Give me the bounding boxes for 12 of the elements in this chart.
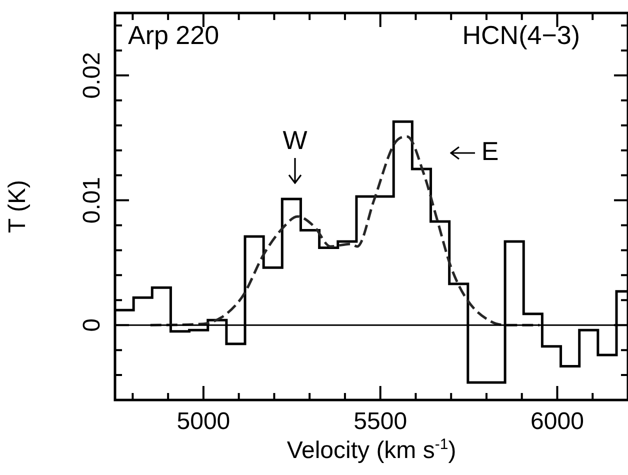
annotation: E <box>481 136 499 166</box>
x-tick-label: 5500 <box>354 408 408 436</box>
y-tick-label: 0.01 <box>78 176 106 224</box>
annotation: HCN(4−3) <box>462 20 580 50</box>
annotation: W <box>282 125 308 156</box>
x-axis-title: Velocity (km s$^{-1}$) <box>286 436 456 465</box>
y-tick-label: 0 <box>78 318 106 332</box>
y-axis-title: T (K) <box>4 180 32 233</box>
y-tick-label: 0.02 <box>78 52 106 99</box>
annotation: Arp 220 <box>128 20 220 50</box>
x-tick-label: 6000 <box>530 408 584 436</box>
x-tick-label: 5000 <box>176 408 230 436</box>
